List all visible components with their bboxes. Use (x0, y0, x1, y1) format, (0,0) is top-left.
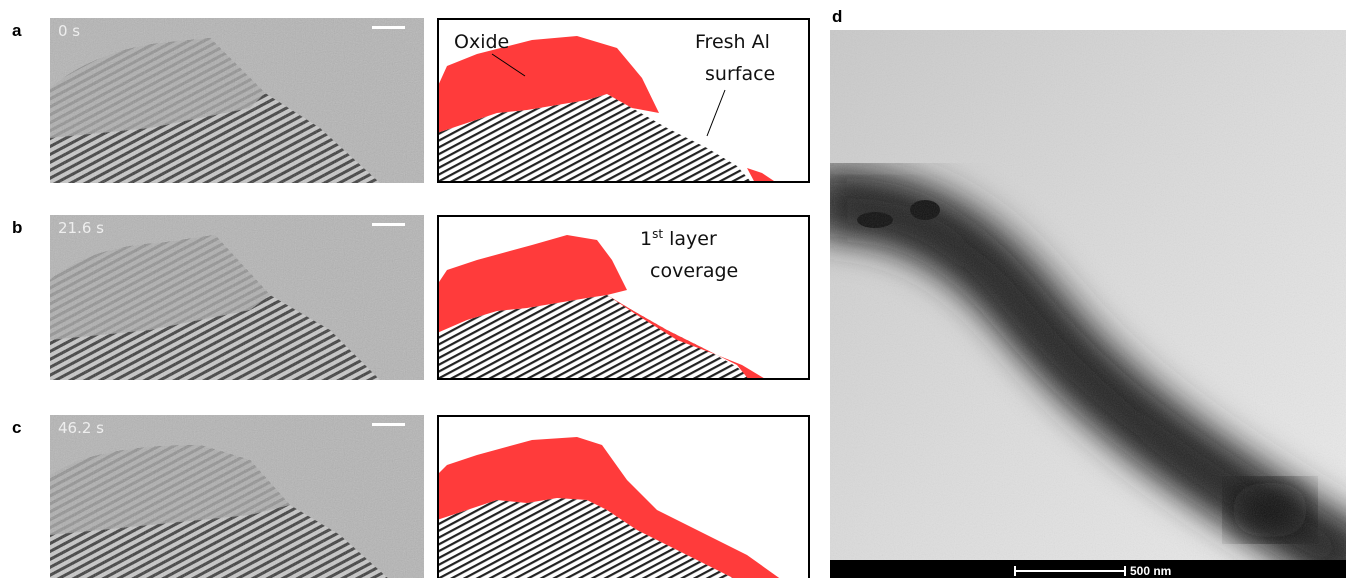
annotation: 1st layer (640, 227, 717, 250)
time-stamp: 46.2 s (58, 419, 104, 437)
time-stamp: 0 s (58, 22, 80, 40)
annotation: surface (705, 63, 775, 85)
tem-image: 0 s (50, 18, 424, 183)
row-b: b 21.6 s 1st layer coverage (12, 215, 810, 380)
annotation: coverage (650, 260, 738, 282)
text: st (652, 227, 663, 241)
time-stamp: 21.6 s (58, 219, 104, 237)
panel-label: c (12, 418, 21, 437)
panel-d: d 500 nm (810, 7, 1346, 578)
tem-image: 500 nm (810, 30, 1346, 578)
row-c: c 46.2 s (12, 415, 810, 578)
panel-label: d (832, 7, 842, 26)
scale-bar-label: 500 nm (1130, 564, 1171, 578)
panel-label: b (12, 218, 22, 237)
tem-image: 46.2 s (50, 415, 424, 578)
annotation: Oxide (454, 31, 509, 53)
schematic: Oxide Fresh Al surface (437, 18, 810, 183)
schematic: 1st layer coverage (437, 215, 810, 380)
text: 1 (640, 228, 652, 250)
annotation: Fresh Al (695, 31, 770, 53)
schematic (437, 415, 810, 578)
tem-image: 21.6 s (50, 215, 424, 380)
panel-label: a (12, 21, 22, 40)
text: layer (663, 228, 717, 250)
figure: a 0 s Oxide Fresh Al surface b (0, 0, 1346, 578)
row-a: a 0 s Oxide Fresh Al surface (12, 18, 810, 183)
